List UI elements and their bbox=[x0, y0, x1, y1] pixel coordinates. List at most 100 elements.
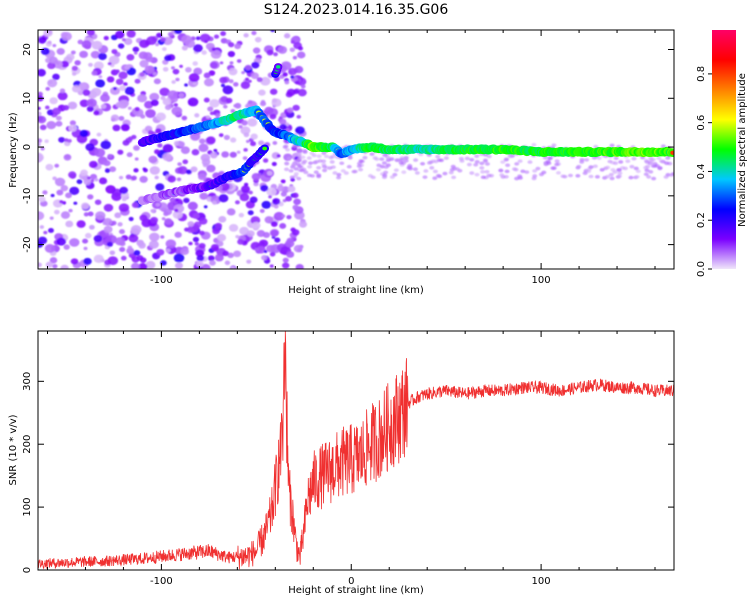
noise-blob bbox=[254, 36, 262, 43]
noise-blob bbox=[156, 248, 165, 256]
noise-blob bbox=[93, 254, 104, 263]
noise-blob bbox=[93, 61, 104, 70]
noise-blob bbox=[55, 120, 63, 127]
noise-blob bbox=[295, 264, 304, 269]
noise-blob bbox=[56, 237, 67, 246]
noise-blob bbox=[80, 169, 88, 177]
haze-blob bbox=[499, 173, 505, 177]
noise-blob bbox=[155, 112, 166, 121]
noise-blob bbox=[162, 152, 172, 161]
noise-blob bbox=[103, 35, 109, 41]
noise-blob bbox=[93, 235, 103, 243]
spectrogram-heat bbox=[38, 30, 674, 269]
noise-blob bbox=[174, 262, 183, 269]
noise-blob bbox=[222, 250, 229, 257]
noise-blob bbox=[171, 66, 175, 70]
noise-blob bbox=[247, 118, 258, 127]
noise-blob bbox=[94, 148, 106, 158]
haze-blob bbox=[646, 175, 652, 179]
noise-blob bbox=[91, 40, 103, 50]
noise-blob bbox=[201, 50, 207, 55]
haze-blob bbox=[486, 154, 492, 159]
noise-blob bbox=[282, 257, 289, 263]
haze-blob bbox=[382, 175, 388, 180]
noise-blob bbox=[287, 185, 296, 193]
haze-blob bbox=[616, 174, 622, 178]
noise-blob bbox=[271, 98, 278, 103]
noise-blob bbox=[112, 124, 121, 132]
noise-blob bbox=[228, 223, 239, 232]
noise-blob bbox=[270, 30, 275, 33]
noise-blob bbox=[177, 162, 182, 167]
haze-blob bbox=[663, 175, 669, 179]
noise-blob bbox=[281, 214, 286, 218]
snr-frame bbox=[37, 330, 675, 571]
noise-blob bbox=[63, 154, 72, 161]
noise-blob bbox=[199, 33, 211, 43]
haze-blob bbox=[316, 173, 322, 177]
noise-blob bbox=[79, 129, 89, 138]
noise-blob bbox=[38, 115, 47, 124]
noise-blob bbox=[49, 56, 58, 64]
noise-blob bbox=[220, 83, 226, 88]
noise-blob bbox=[277, 185, 285, 192]
noise-blob bbox=[38, 196, 46, 203]
noise-blob bbox=[239, 226, 250, 236]
noise-blob bbox=[54, 177, 66, 187]
noise-blob bbox=[246, 259, 252, 264]
noise-blob bbox=[50, 193, 55, 198]
noise-blob bbox=[204, 40, 208, 44]
noise-blob bbox=[194, 241, 200, 246]
noise-blob bbox=[187, 97, 199, 107]
haze-blob bbox=[302, 150, 308, 154]
haze-blob bbox=[616, 168, 622, 172]
noise-blob bbox=[173, 103, 178, 107]
noise-blob bbox=[119, 85, 126, 91]
noise-blob bbox=[68, 208, 73, 213]
noise-blob bbox=[212, 227, 220, 235]
noise-blob bbox=[38, 236, 48, 245]
haze-blob bbox=[435, 173, 441, 178]
noise-blob bbox=[122, 139, 130, 146]
noise-blob bbox=[126, 30, 136, 38]
haze-blob bbox=[588, 174, 594, 179]
noise-blob bbox=[292, 55, 298, 60]
noise-blob bbox=[159, 87, 170, 97]
haze-blob bbox=[634, 174, 640, 179]
noise-blob bbox=[98, 177, 108, 185]
haze-blob bbox=[286, 156, 292, 161]
noise-blob bbox=[221, 151, 230, 158]
haze-blob bbox=[532, 174, 538, 178]
noise-blob bbox=[81, 202, 90, 210]
noise-blob bbox=[155, 128, 162, 134]
noise-blob bbox=[123, 37, 133, 45]
noise-blob bbox=[195, 36, 201, 41]
noise-blob bbox=[251, 61, 260, 69]
noise-blob bbox=[297, 46, 304, 51]
noise-blob bbox=[113, 87, 117, 91]
noise-blob bbox=[126, 247, 135, 255]
noise-blob bbox=[73, 201, 78, 205]
noise-blob bbox=[219, 76, 228, 84]
noise-blob bbox=[210, 152, 218, 159]
noise-blob bbox=[85, 143, 95, 152]
haze-blob bbox=[658, 159, 664, 164]
noise-blob bbox=[40, 47, 50, 56]
haze-blob bbox=[343, 171, 349, 175]
haze-blob bbox=[436, 158, 442, 162]
noise-blob bbox=[300, 84, 306, 89]
noise-blob bbox=[216, 233, 227, 242]
noise-blob bbox=[227, 50, 236, 58]
haze-blob bbox=[532, 169, 538, 173]
noise-blob bbox=[62, 104, 70, 111]
noise-blob bbox=[177, 141, 185, 148]
noise-blob bbox=[139, 257, 147, 263]
noise-blob bbox=[56, 115, 62, 121]
noise-blob bbox=[299, 221, 308, 228]
noise-blob bbox=[290, 227, 296, 233]
noise-blob bbox=[89, 224, 95, 230]
noise-blob bbox=[103, 225, 113, 234]
noise-blob bbox=[77, 39, 84, 45]
noise-blob bbox=[118, 203, 130, 213]
haze-blob bbox=[313, 170, 319, 174]
